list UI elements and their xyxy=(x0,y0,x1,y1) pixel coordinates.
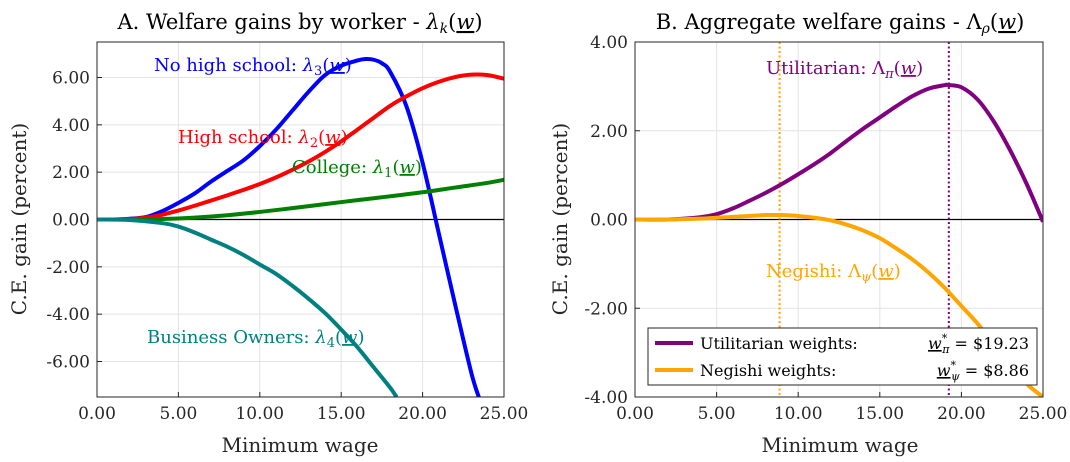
panel-a-series xyxy=(97,57,504,397)
x-tick-label: 15.00 xyxy=(855,404,904,424)
annotation-utilitarian: Utilitarian: Λπ(w) xyxy=(766,58,923,82)
series-line-a-0 xyxy=(97,57,481,397)
panel-a-ticks: 0.00 5.00 10.00 15.00 20.00 25.00 -6.00 -4.00 -2… xyxy=(46,69,528,425)
annotation-negishi: Negishi: Λψ(w) xyxy=(766,261,901,285)
x-tick-label: 10.00 xyxy=(774,404,823,424)
y-tick-label: 2.00 xyxy=(52,163,90,183)
y-tick-label: 4.00 xyxy=(52,116,90,136)
y-tick-label: -2.00 xyxy=(46,258,90,278)
x-tick-label: 20.00 xyxy=(398,404,447,424)
legend-value-utilitarian: w* π = $19.23 xyxy=(928,332,1029,356)
panel-b-x-axis-label: Minimum wage xyxy=(761,433,918,457)
y-tick-label: -2.00 xyxy=(584,299,628,319)
x-tick-label: 0.00 xyxy=(616,404,654,424)
panel-a-axes-frame xyxy=(96,41,505,398)
annotation-no-high-school: No high school: λ3(w) xyxy=(154,55,352,79)
panel-a-y-axis-label: C.E. gain (percent) xyxy=(7,123,31,315)
panel-a-title: A. Welfare gains by worker - λk(w) xyxy=(116,10,482,37)
legend-label-utilitarian: Utilitarian weights: xyxy=(700,334,858,353)
y-tick-label: -4.00 xyxy=(46,305,90,325)
x-tick-label: 20.00 xyxy=(937,404,986,424)
legend-value-negishi: w* ψ = $8.86 xyxy=(937,359,1029,383)
panel-a-x-axis-label: Minimum wage xyxy=(221,433,378,457)
panel-a-chart: A. Welfare gains by worker - λk(w) 0.00 5… xyxy=(7,10,528,457)
y-tick-label: 0.00 xyxy=(590,211,628,231)
panel-b-y-axis-label: C.E. gain (percent) xyxy=(548,123,572,315)
y-tick-label: 4.00 xyxy=(590,33,628,53)
annotation-high-school: High school: λ2(w) xyxy=(178,127,348,151)
x-tick-label: 25.00 xyxy=(1019,404,1068,424)
legend-box xyxy=(647,327,1038,386)
y-tick-label: 6.00 xyxy=(52,69,90,89)
annotation-business-owners: Business Owners: λ4(w) xyxy=(147,327,364,351)
x-tick-label: 15.00 xyxy=(317,404,366,424)
panel-b-axes-frame xyxy=(634,41,1044,398)
x-tick-label: 5.00 xyxy=(698,404,736,424)
panel-b-ticks: 0.00 5.00 10.00 15.00 20.00 25.00 -4.00 -2.00 0.… xyxy=(584,33,1067,424)
x-tick-label: 25.00 xyxy=(480,404,529,424)
legend: Utilitarian weights: w* π = $19.23 Negish… xyxy=(647,327,1038,386)
panel-b-chart: B. Aggregate welfare gains - Λρ(w) 0.00 5… xyxy=(548,10,1067,457)
y-tick-label: -4.00 xyxy=(584,388,628,408)
panel-b-title: B. Aggregate welfare gains - Λρ(w) xyxy=(656,10,1025,37)
panel-b-optimum-lines xyxy=(778,42,950,397)
x-tick-label: 5.00 xyxy=(159,404,197,424)
x-tick-label: 0.00 xyxy=(78,404,116,424)
annotation-college: College: λ1(w) xyxy=(292,157,422,181)
series-line-a-1 xyxy=(97,72,504,222)
legend-label-negishi: Negishi weights: xyxy=(700,361,836,380)
y-tick-label: 2.00 xyxy=(590,122,628,142)
series-line-b-0 xyxy=(635,82,1043,223)
y-tick-label: 0.00 xyxy=(52,211,90,231)
series-line-a-3 xyxy=(97,217,399,397)
series-line-a-2 xyxy=(97,177,504,222)
y-tick-label: -6.00 xyxy=(46,353,90,373)
x-tick-label: 10.00 xyxy=(235,404,284,424)
